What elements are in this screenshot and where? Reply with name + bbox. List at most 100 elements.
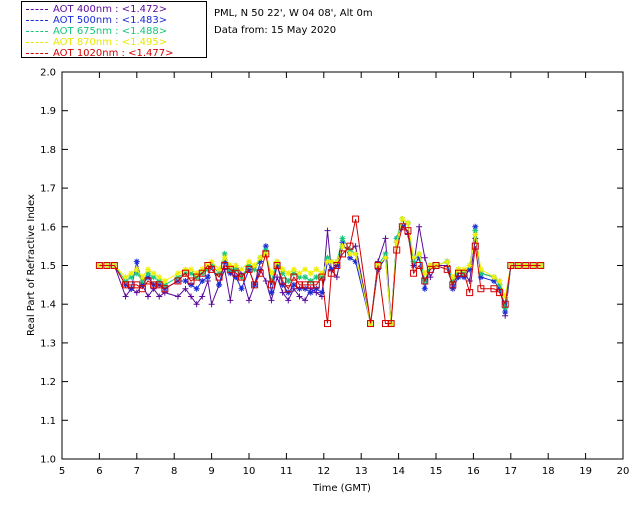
data-point (161, 285, 169, 293)
data-point (174, 293, 181, 300)
data-point (367, 320, 375, 328)
data-point (133, 281, 141, 289)
y-tick-label: 1.7 (40, 184, 56, 195)
data-point (421, 277, 429, 285)
legend-swatch (26, 8, 48, 10)
data-point (156, 274, 163, 281)
data-point (274, 258, 281, 265)
data-point (174, 274, 181, 281)
data-point (477, 285, 485, 293)
data-point (313, 266, 320, 273)
data-point (216, 270, 223, 277)
data-point (339, 250, 346, 258)
data-point (238, 285, 245, 292)
legend-label: AOT 1020nm : <1.477> (53, 48, 174, 59)
data-point (182, 266, 189, 273)
data-point (133, 270, 140, 277)
data-point (472, 231, 479, 238)
legend-label: AOT 675nm : <1.488> (53, 26, 168, 37)
x-axis-label: Time (GMT) (312, 483, 371, 494)
data-point (346, 250, 353, 257)
data-point (216, 281, 223, 288)
data-point (302, 297, 309, 304)
data-point (410, 262, 417, 269)
data-point (537, 262, 545, 269)
data-point (128, 285, 135, 292)
data-point (262, 243, 269, 250)
y-tick-label: 2.0 (40, 68, 56, 79)
data-point (318, 273, 326, 281)
data-point (410, 269, 418, 277)
data-point (472, 227, 479, 234)
data-point (501, 300, 509, 308)
data-point (174, 277, 182, 285)
data-point (393, 235, 400, 242)
data-point (133, 266, 140, 273)
y-axis-label: Real Part of Refractive Index (26, 194, 37, 336)
data-point (246, 262, 252, 269)
data-point (181, 269, 189, 277)
data-point (279, 281, 286, 288)
data-point (268, 270, 275, 277)
data-point (208, 265, 216, 273)
data-point (208, 262, 215, 269)
y-tick-label: 1.6 (40, 222, 56, 233)
x-tick-label: 16 (467, 466, 480, 477)
data-point (466, 262, 473, 269)
series-3 (96, 216, 544, 327)
data-point (471, 242, 479, 250)
y-tick-label: 1.9 (40, 106, 56, 117)
data-point (296, 285, 303, 292)
data-point (246, 297, 252, 304)
x-tick-label: 15 (430, 466, 443, 477)
y-tick-label: 1.0 (40, 455, 56, 466)
data-point (296, 274, 303, 281)
data-point (472, 223, 479, 230)
data-point (318, 270, 325, 277)
data-point (307, 277, 314, 284)
site-info: PML, N 50 22', W 04 08', Alt 0m (214, 8, 373, 19)
data-point (145, 293, 152, 300)
data-point (427, 274, 434, 281)
data-point (182, 277, 189, 284)
data-point (238, 273, 246, 281)
data-point (307, 270, 314, 277)
data-point (103, 262, 111, 269)
data-point (204, 262, 212, 269)
x-tick-label: 18 (542, 466, 555, 477)
legend-item-870nm: AOT 870nm : <1.495> (26, 37, 167, 48)
data-point (529, 262, 537, 269)
data-point (449, 281, 457, 289)
data-point (257, 254, 264, 261)
data-point (415, 262, 423, 269)
data-point (204, 266, 211, 273)
data-point (193, 273, 201, 281)
data-point (296, 270, 303, 277)
data-point (279, 270, 286, 277)
y-axis: 1.0 1.1 1.2 1.3 1.4 1.5 1.6 1.7 1.8 1.9 2.0 (40, 68, 623, 466)
data-point (156, 277, 163, 284)
data-point (193, 270, 200, 277)
data-point (188, 281, 195, 288)
legend-label: AOT 500nm : <1.483> (53, 15, 168, 26)
data-point (122, 277, 129, 284)
legend-swatch (26, 19, 48, 21)
legend-label: AOT 870nm : <1.495> (53, 37, 168, 48)
y-tick-label: 1.3 (40, 338, 56, 349)
data-point (416, 250, 423, 257)
data-point (410, 254, 417, 261)
data-point (251, 266, 258, 273)
data-point (122, 293, 129, 300)
legend-item-500nm: AOT 500nm : <1.483> (26, 15, 167, 26)
data-point (496, 285, 503, 292)
data-point (477, 270, 484, 277)
series-layer (95, 215, 545, 328)
data-point (161, 281, 168, 288)
data-point (290, 270, 297, 277)
data-point (187, 277, 195, 285)
data-point (150, 274, 157, 281)
data-point (324, 227, 331, 234)
data-point (333, 262, 341, 269)
data-point (145, 270, 152, 277)
